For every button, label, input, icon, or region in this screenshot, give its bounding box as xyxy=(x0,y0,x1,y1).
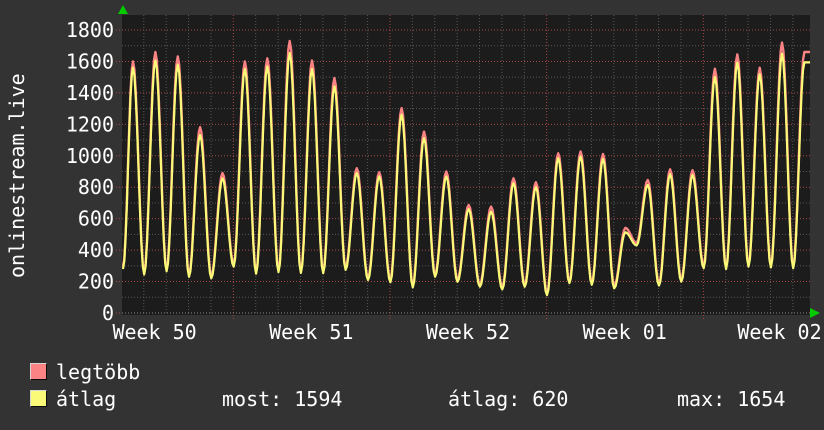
plot-background xyxy=(122,15,810,315)
x-tick-label: Week 50 xyxy=(112,320,196,344)
x-tick-label: Week 52 xyxy=(426,320,510,344)
stat-atlag: átlag: 620 xyxy=(448,387,569,411)
y-tick-label: 1800 xyxy=(66,18,114,42)
y-tick-label: 200 xyxy=(78,270,114,294)
stat-max: max: 1654 xyxy=(677,387,786,411)
y-tick-label: 0 xyxy=(102,301,114,325)
y-tick-label: 800 xyxy=(78,175,114,199)
y-tick-label: 400 xyxy=(78,238,114,262)
stat-most: most: 1594 xyxy=(222,387,343,411)
x-tick-label: Week 01 xyxy=(583,320,667,344)
legend-swatch-legtobb xyxy=(30,363,47,380)
series-line-atlag xyxy=(122,51,810,297)
legend-label-atlag: átlag xyxy=(56,387,117,411)
chart: 0 200 400 600 800 1000 1200 1400 1600 1800 Week 50… xyxy=(66,5,822,344)
legend-swatch-atlag xyxy=(30,390,47,407)
y-tick-label: 1000 xyxy=(66,144,114,168)
y-tick-label: 1600 xyxy=(66,49,114,73)
x-axis-arrow-icon xyxy=(810,308,820,318)
x-tick-label: Week 02 xyxy=(737,320,821,344)
y-tick-label: 1400 xyxy=(66,81,114,105)
y-tick-label: 1200 xyxy=(66,112,114,136)
legend-label-legtobb: legtöbb xyxy=(56,360,141,384)
y-tick-label: 600 xyxy=(78,207,114,231)
y-axis-arrow-icon xyxy=(118,5,128,14)
x-tick-label: Week 51 xyxy=(269,320,353,344)
